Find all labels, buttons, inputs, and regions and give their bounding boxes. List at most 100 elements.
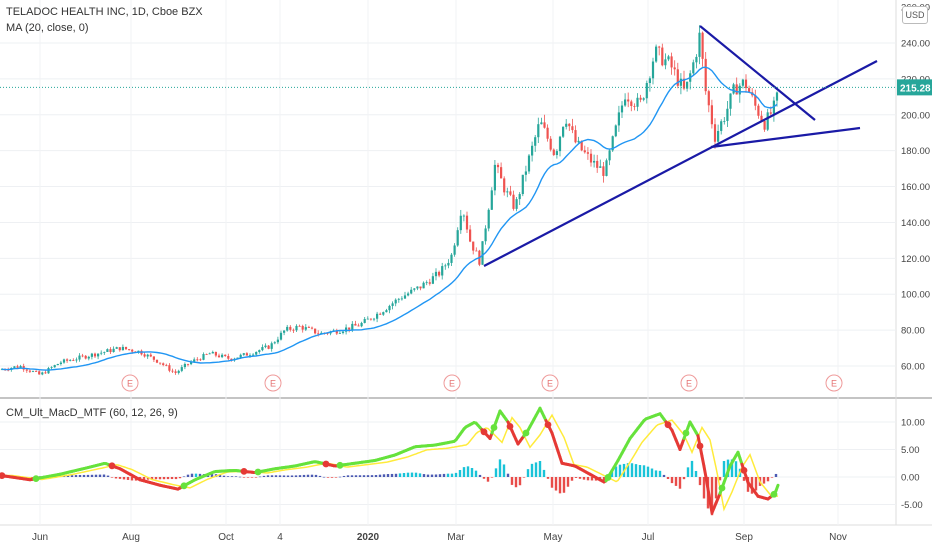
candle-body	[115, 347, 118, 349]
macd-histogram-bar	[378, 474, 382, 477]
candle-body	[661, 47, 664, 66]
moving-average-line	[1, 66, 778, 371]
macd-line-segment	[706, 487, 712, 503]
candle-body	[754, 95, 757, 106]
candle-body	[214, 351, 217, 356]
macd-histogram-bar	[426, 474, 430, 477]
candle-body	[664, 59, 667, 66]
candle-body	[422, 282, 425, 289]
macd-cross-dot	[180, 482, 188, 490]
candle-body	[521, 174, 524, 195]
macd-histogram-bar	[126, 477, 130, 480]
candle-body	[53, 365, 56, 368]
candle-body	[304, 327, 307, 330]
macd-histogram-bar	[710, 477, 714, 516]
candle-body	[19, 366, 22, 368]
candle-body	[698, 32, 701, 57]
candle-body	[540, 122, 543, 125]
candle-body	[744, 79, 748, 89]
candle-body	[695, 56, 698, 63]
candle-body	[729, 93, 732, 109]
macd-histogram-bar	[618, 464, 622, 477]
last-price-label: 215.28	[900, 83, 931, 94]
macd-histogram-bar	[162, 477, 166, 480]
candle-body	[630, 101, 633, 106]
candle-body	[118, 347, 121, 351]
macd-line-segment	[702, 464, 708, 479]
macd-histogram-bar	[498, 459, 502, 477]
macd-histogram-bar	[242, 477, 246, 478]
candle-body	[543, 122, 546, 128]
macd-histogram-bar	[454, 472, 458, 477]
earnings-marker-icon	[264, 374, 282, 392]
candle-body	[410, 289, 413, 294]
candle-body	[28, 370, 31, 372]
candle-body	[159, 362, 162, 364]
macd-histogram-bar	[166, 477, 170, 480]
macd-histogram-bar	[262, 475, 266, 477]
candle-body	[301, 325, 304, 330]
macd-histogram-bar	[74, 475, 78, 477]
macd-histogram-bar	[190, 473, 194, 477]
candle-body	[444, 265, 447, 267]
macd-histogram-bar	[566, 477, 570, 487]
macd-cross-dot	[506, 423, 514, 430]
candle-body	[255, 351, 258, 355]
candle-body	[524, 171, 527, 175]
macd-histogram-bar	[522, 477, 526, 478]
candle-body	[766, 112, 769, 130]
candle-body	[558, 136, 562, 152]
macd-histogram-bar	[646, 466, 650, 477]
ma-indicator-label: MA (20, close, 0)	[6, 22, 89, 34]
candle-body	[416, 286, 419, 289]
macd-histogram-bar	[742, 477, 746, 481]
candle-body	[425, 282, 428, 284]
candle-body	[583, 150, 586, 153]
currency-button[interactable]: USD	[902, 6, 928, 24]
macd-tick-label: 10.00	[901, 418, 925, 429]
candle-body	[673, 67, 676, 70]
macd-histogram-bar	[330, 477, 334, 478]
macd-histogram-bar	[550, 477, 554, 488]
macd-tick-label: 0.00	[901, 473, 920, 484]
macd-histogram-bar	[30, 477, 34, 478]
candle-body	[41, 372, 44, 375]
macd-histogram-bar	[774, 473, 778, 477]
candle-body	[667, 56, 670, 60]
symbol-title: TELADOC HEALTH INC, 1D, Cboe BZX	[6, 6, 203, 18]
macd-histogram-bar	[158, 477, 162, 480]
candle-body	[441, 266, 444, 276]
candle-body	[611, 136, 614, 151]
earnings-marker-icon	[443, 374, 461, 392]
candle-body	[633, 105, 636, 107]
time-tick-label: 2020	[357, 532, 380, 543]
macd-histogram-bar	[466, 466, 470, 477]
candle-body	[363, 319, 366, 323]
macd-histogram-bar	[442, 473, 446, 477]
macd-histogram-bar	[502, 464, 506, 477]
macd-histogram-bar	[530, 463, 534, 477]
earnings-marker-label: E	[547, 379, 553, 389]
candle-body	[292, 329, 295, 331]
candle-body	[351, 323, 354, 330]
candle-body	[227, 355, 230, 359]
macd-histogram-bar	[370, 475, 374, 477]
macd-histogram-bar	[406, 472, 410, 477]
macd-histogram-bar	[626, 463, 630, 477]
candle-body	[518, 194, 521, 200]
price-tick-label: 240.00	[901, 39, 930, 50]
candle-body	[38, 371, 41, 375]
candle-body	[177, 370, 180, 373]
candle-body	[642, 98, 645, 100]
macd-histogram-bar	[210, 474, 214, 477]
time-tick-label: Jun	[32, 532, 48, 543]
candle-body	[208, 353, 211, 355]
candle-body	[354, 323, 357, 326]
candle-body	[93, 353, 97, 357]
candle-body	[131, 349, 134, 352]
candle-body	[438, 271, 441, 276]
macd-cross-dot	[0, 472, 6, 480]
candle-body	[59, 362, 62, 365]
candle-body	[447, 262, 450, 266]
